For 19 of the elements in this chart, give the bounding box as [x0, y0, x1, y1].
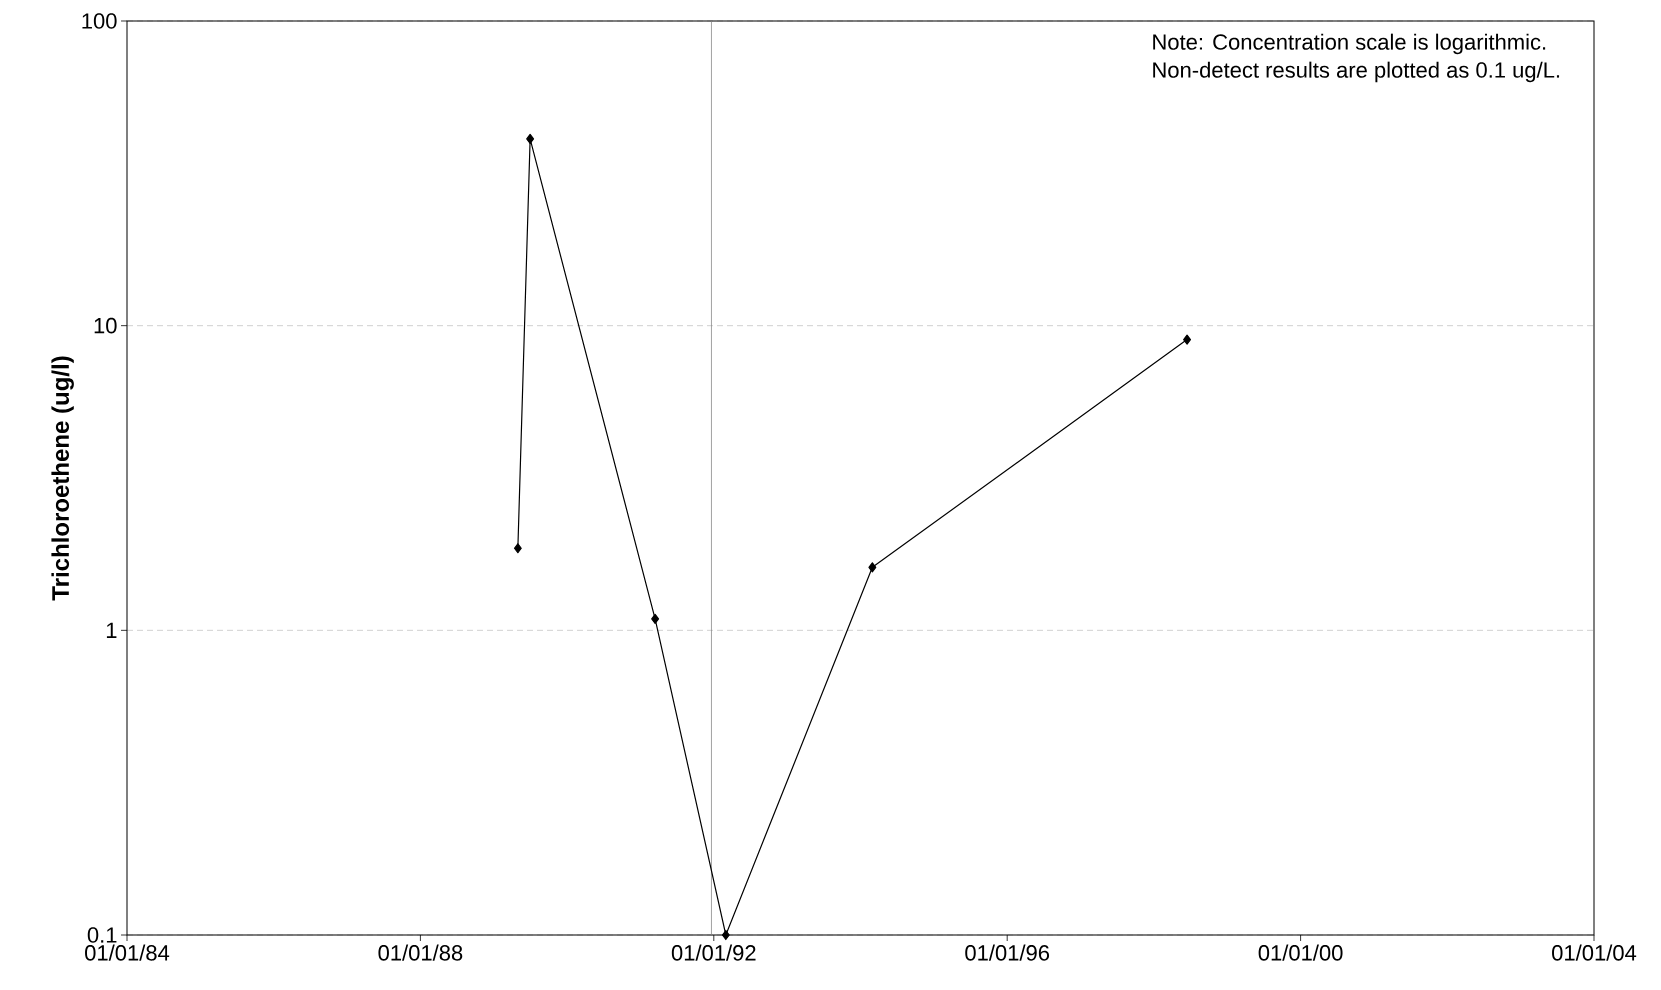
y-axis-title: Trichloroethene (ug/l)	[51, 356, 74, 601]
point	[868, 562, 877, 573]
point	[513, 543, 522, 554]
x-tick-label: 01/01/04	[1552, 944, 1637, 961]
x-tick-label: 01/01/00	[1258, 944, 1343, 961]
annotation: Non-detect results are plotted as 0.1 ug/L.	[1153, 61, 1560, 83]
y-tick-label: 10	[94, 317, 117, 334]
point	[526, 133, 535, 145]
x-tick-label: 01/01/92	[671, 944, 756, 961]
point	[1183, 334, 1192, 345]
x-tick-label: 01/01/96	[965, 944, 1050, 961]
y-tick-label: 0.1	[87, 927, 117, 943]
y-tick-label: 1	[106, 622, 117, 638]
annotation: Note: Concentration scale is logarithmic.	[1153, 33, 1546, 55]
y-tick-label: 100	[82, 13, 117, 29]
x-tick-label: 01/01/84	[85, 944, 170, 961]
point	[651, 613, 660, 625]
point	[721, 929, 730, 941]
x-tick-label: 01/01/88	[378, 944, 463, 961]
